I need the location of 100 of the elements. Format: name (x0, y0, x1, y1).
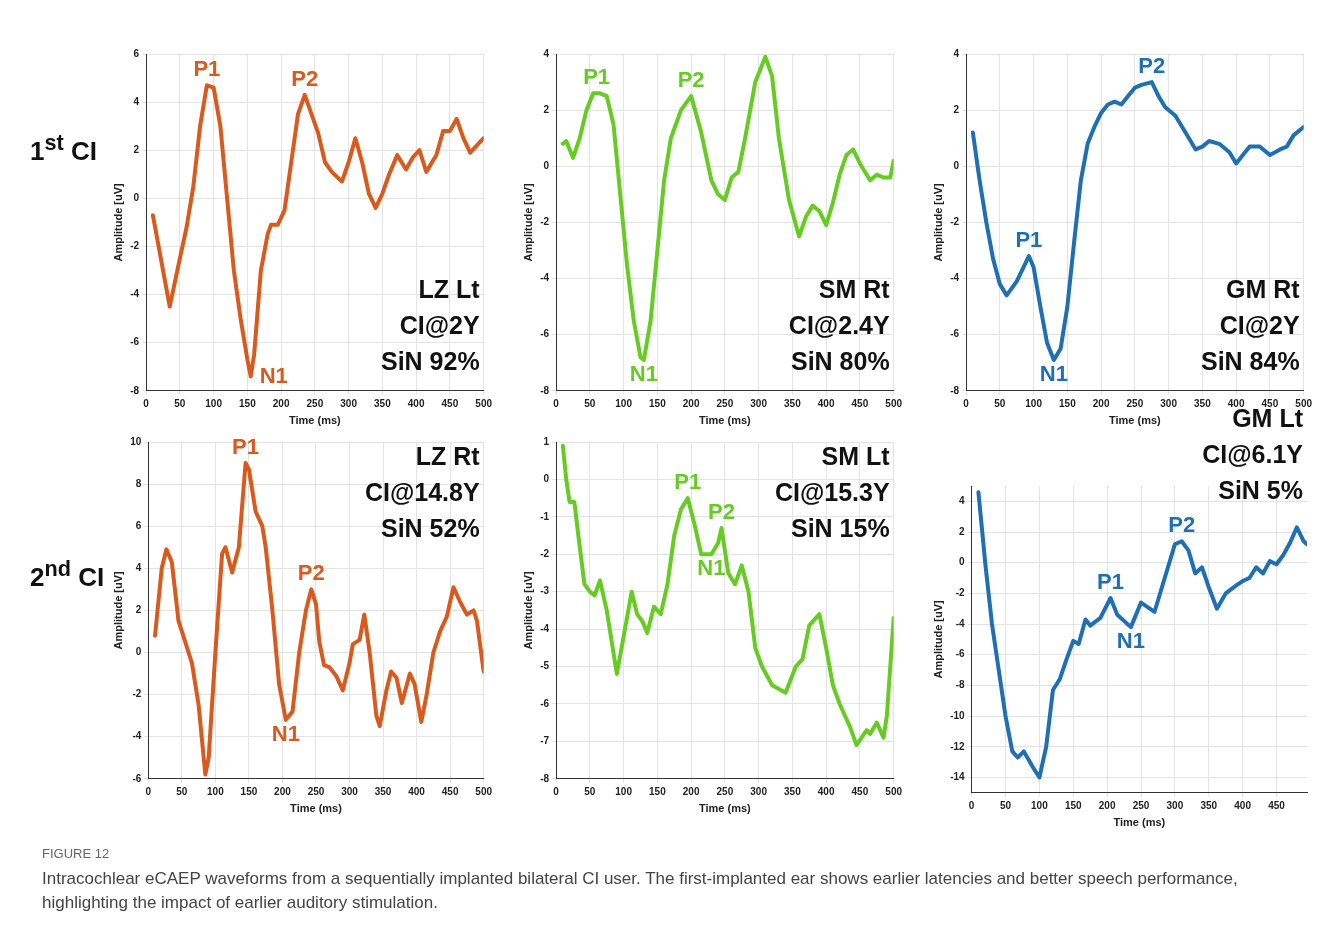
annotation: P1 (674, 469, 702, 495)
annotation: N1 (271, 720, 300, 746)
y-tick-label: -6 (955, 648, 966, 660)
y-tick-label: -8 (130, 384, 140, 396)
x-tick-label: 150 (239, 397, 257, 409)
x-tick-label: 0 (553, 785, 560, 797)
x-tick-label: 300 (1166, 799, 1184, 811)
x-tick-label: 400 (817, 785, 835, 797)
x-axis-title: Time (ms) (1108, 414, 1162, 427)
annotation: CI@15.3Y (774, 478, 890, 507)
y-tick-label: -8 (955, 679, 966, 691)
annotation: P2 (297, 560, 325, 586)
x-axis-title: Time (ms) (698, 802, 752, 815)
x-tick-label: 50 (994, 397, 1006, 409)
x-tick-label: 300 (341, 785, 359, 797)
text: 2$^{nd}$ CI (30, 556, 105, 593)
y-tick-label: -4 (540, 622, 550, 634)
x-axis-title: Time (ms) (698, 414, 752, 427)
annotation: LZ Rt (415, 442, 481, 471)
y-tick-label: 4 (543, 47, 550, 59)
y-tick-label: 2 (133, 143, 140, 155)
text: FIGURE 12 (42, 846, 111, 861)
y-tick-label: 0 (953, 160, 960, 172)
annotation: LZ Lt (418, 275, 481, 304)
x-tick-label: 150 (240, 785, 258, 797)
y-tick-label: 0 (959, 556, 966, 568)
x-tick-label: 300 (750, 785, 768, 797)
y-axis-title: Amplitude [uV] (931, 599, 944, 679)
annotation: N1 (629, 360, 658, 386)
annotation: P2 (1138, 53, 1166, 79)
y-tick-label: -4 (132, 730, 142, 742)
x-tick-label: 450 (1268, 799, 1286, 811)
x-tick-label: 500 (885, 397, 903, 409)
x-tick-label: 50 (174, 397, 186, 409)
x-tick-label: 400 (817, 397, 835, 409)
x-axis-title: Time (ms) (290, 802, 343, 815)
y-tick-label: 4 (133, 95, 140, 107)
y-tick-label: -4 (540, 272, 550, 284)
y-tick-label: 2 (953, 103, 960, 115)
x-tick-label: 450 (441, 785, 459, 797)
x-tick-label: 350 (374, 397, 392, 409)
y-tick-label: -6 (132, 772, 142, 784)
annotation: GM Rt (1226, 275, 1301, 304)
x-tick-label: 350 (1194, 397, 1212, 409)
y-tick-label: -6 (540, 328, 550, 340)
y-tick-label: -8 (950, 384, 960, 396)
annotation: P1 (193, 56, 221, 82)
y-tick-label: -4 (955, 617, 966, 629)
x-tick-label: 500 (475, 397, 493, 409)
y-tick-label: 2 (959, 525, 966, 537)
x-tick-label: 0 (553, 397, 560, 409)
x-tick-label: 450 (851, 397, 869, 409)
annotation: SiN 52% (380, 514, 480, 543)
annotation: P1 (1015, 227, 1043, 253)
y-tick-label: 6 (135, 519, 142, 531)
y-tick-label: -7 (540, 735, 550, 747)
y-tick-label: -8 (540, 772, 550, 784)
annotation: CI@14.8Y (364, 478, 480, 507)
x-tick-label: 200 (1092, 397, 1110, 409)
x-tick-label: 50 (176, 785, 188, 797)
y-tick-label: 0 (543, 473, 550, 485)
text: CI@6.1Y (1202, 440, 1304, 469)
annotation: P1 (1097, 569, 1124, 595)
x-tick-label: 100 (207, 785, 225, 797)
y-tick-label: -2 (540, 216, 550, 228)
y-tick-label: -2 (132, 688, 142, 700)
y-tick-label: -4 (950, 272, 960, 284)
x-tick-label: 250 (306, 397, 324, 409)
x-tick-label: 400 (408, 785, 426, 797)
annotation: SM Rt (818, 275, 891, 304)
x-axis-title: Time (ms) (1113, 816, 1166, 829)
y-tick-label: -1 (540, 510, 550, 522)
x-tick-label: 450 (851, 785, 869, 797)
annotation: CI@2.4Y (788, 311, 890, 340)
text: Intracochlear eCAEP waveforms from a sequentially implanted bilateral CI user. The first-implanted ear shows earlier latencies and better speech performance, highlighting the impact of earlier auditory stimulation. (42, 868, 1239, 914)
annotation: N1 (1116, 628, 1145, 654)
x-tick-label: 250 (716, 785, 734, 797)
x-tick-label: 0 (968, 799, 975, 811)
x-tick-label: 350 (784, 785, 802, 797)
x-tick-label: 250 (307, 785, 325, 797)
y-tick-label: -8 (540, 384, 550, 396)
y-tick-label: -6 (540, 697, 550, 709)
y-axis-title: Amplitude [uV] (521, 570, 534, 650)
x-tick-label: 100 (615, 785, 633, 797)
x-tick-label: 200 (682, 785, 700, 797)
annotation: SiN 5% (1218, 476, 1303, 505)
y-tick-label: -14 (950, 771, 966, 783)
y-tick-label: 0 (135, 646, 142, 658)
x-tick-label: 150 (649, 397, 667, 409)
annotation: SiN 92% (380, 347, 480, 376)
annotation: P2 (1168, 512, 1196, 538)
y-tick-label: -6 (130, 336, 140, 348)
y-tick-label: 4 (953, 47, 960, 59)
x-tick-label: 0 (145, 785, 152, 797)
x-tick-label: 500 (1295, 397, 1313, 409)
annotation: P2 (708, 499, 735, 525)
y-tick-label: -2 (955, 587, 966, 599)
annotation: SiN 84% (1200, 347, 1300, 376)
x-axis-title: Time (ms) (288, 414, 342, 427)
y-tick-label: -2 (130, 240, 140, 252)
